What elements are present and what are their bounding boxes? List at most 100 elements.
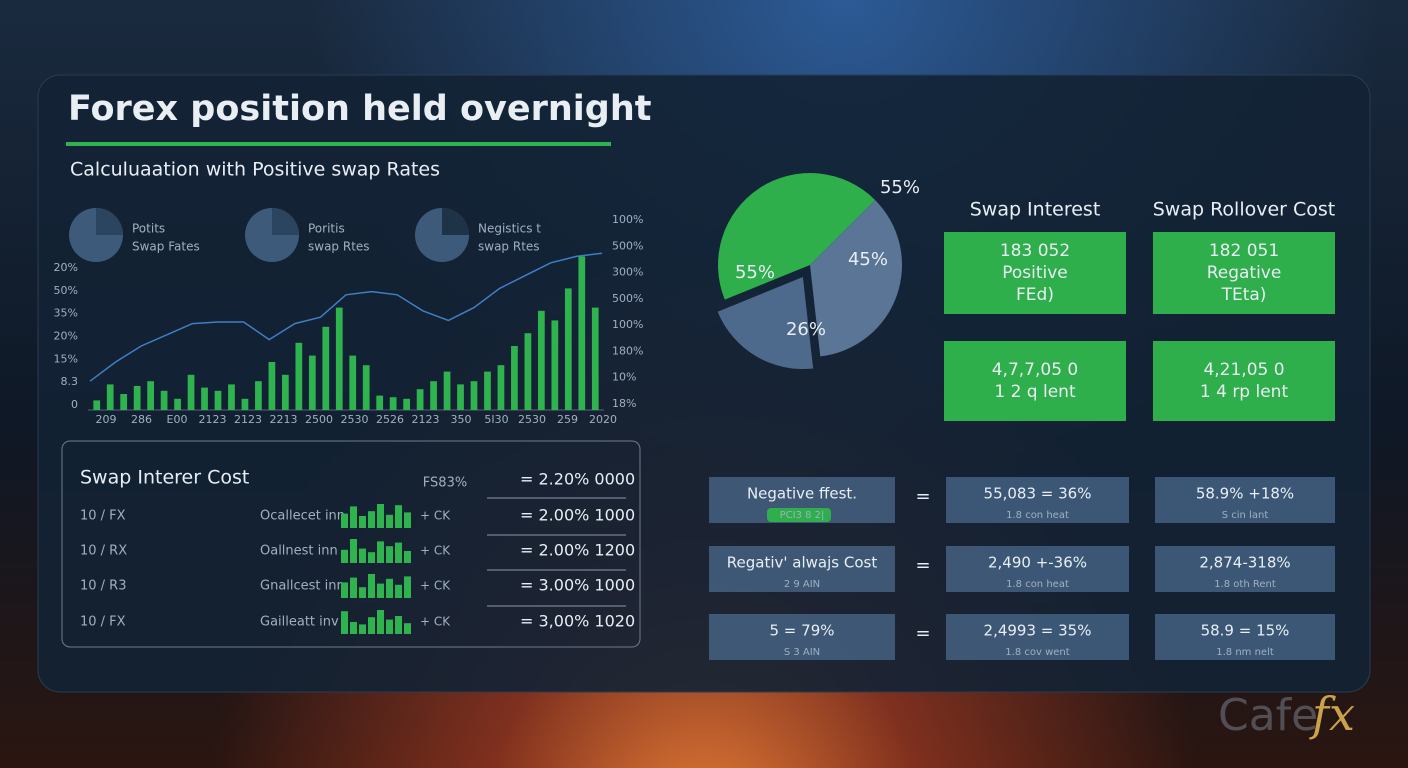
- x-tick-label: E00: [167, 413, 188, 426]
- spark-bar: [368, 511, 375, 528]
- table-cell: [1155, 614, 1335, 660]
- spark-bar: [404, 512, 411, 528]
- bar: [255, 381, 262, 410]
- y-tick-label: 15%: [54, 352, 78, 365]
- cell-sub: 1.8 con heat: [1006, 510, 1069, 521]
- card: [944, 341, 1126, 421]
- spark-bar: [395, 505, 402, 528]
- bar: [147, 381, 154, 410]
- table-cell: [946, 477, 1129, 523]
- left-table-header-amount: = 2.20% 0000: [520, 470, 635, 489]
- row-note: + CK: [420, 544, 451, 558]
- pie-label: 26%: [786, 319, 826, 340]
- bar: [376, 395, 384, 410]
- bar: [416, 389, 424, 410]
- bar: [133, 386, 141, 410]
- pie-label: 55%: [735, 262, 775, 283]
- x-tick-label: 2123: [199, 413, 227, 426]
- spark-bar: [395, 542, 402, 563]
- bar: [484, 371, 491, 410]
- x-tick-label: 209: [96, 413, 117, 426]
- y2-tick-label: 100%: [612, 318, 643, 331]
- bar: [511, 346, 518, 410]
- card-text: 1 2 q lent: [994, 382, 1076, 402]
- mini-pie-label: swap Rtes: [308, 240, 370, 254]
- cell-main: 58.9 = 15%: [1201, 622, 1290, 640]
- spark-bar: [341, 513, 348, 528]
- card-text: 182 051: [1209, 241, 1279, 261]
- card-text: Regative: [1207, 263, 1282, 283]
- bar: [282, 374, 289, 410]
- bar: [93, 400, 101, 410]
- spark-bar: [359, 624, 366, 634]
- spark-bar: [350, 539, 357, 563]
- row-text: Gailleatt inv: [260, 615, 339, 630]
- spark-bar: [341, 549, 348, 563]
- bar: [349, 355, 357, 410]
- title: Forex position held overnight: [68, 89, 651, 129]
- y2-tick-label: 300%: [612, 266, 643, 279]
- spark-bar: [341, 582, 348, 598]
- bar: [524, 333, 532, 410]
- y2-tick-label: 100%: [612, 213, 643, 226]
- table-cell: [709, 546, 895, 592]
- spark-bar: [359, 587, 366, 598]
- bar: [430, 381, 437, 410]
- x-tick-label: 259: [557, 413, 578, 426]
- mini-pie-label: swap Rtes: [478, 240, 540, 254]
- row-text: Gnallcest inr: [260, 579, 343, 594]
- line: [89, 252, 603, 382]
- table-cell: [946, 546, 1129, 592]
- y2-tick-label: 180%: [612, 344, 643, 357]
- y-tick-label: 35%: [54, 307, 78, 320]
- content: Potits Swap Fates Poritis swap Rtes Negistic…: [54, 173, 1355, 741]
- mini-pie-label: Potits: [132, 222, 165, 236]
- bar: [470, 381, 478, 410]
- y-tick-label: 50%: [54, 284, 78, 297]
- bar: [538, 310, 545, 410]
- pie-slice: [717, 277, 814, 370]
- bar: [443, 371, 451, 410]
- x-tick-label: 2530: [518, 413, 546, 426]
- x-tick-label: 2123: [234, 413, 262, 426]
- logo-accent: fx: [1309, 687, 1355, 741]
- card-text: 183 052: [1000, 241, 1070, 261]
- spark-bar: [377, 541, 384, 563]
- bar: [578, 256, 586, 410]
- card-text: 4,7,7,05 0: [992, 360, 1079, 380]
- cell-main: 2,490 +-36%: [988, 554, 1087, 572]
- logo-text: Cafe: [1218, 690, 1318, 741]
- cell-main: 2,874-318%: [1199, 554, 1290, 572]
- x-tick-label: 5I30: [484, 413, 508, 426]
- y2-tick-label: 10%: [612, 371, 636, 384]
- equals: =: [915, 486, 930, 507]
- y-tick-label: 8.3: [61, 375, 79, 388]
- spark-bar: [404, 551, 411, 563]
- y-tick-label: 0: [71, 398, 78, 411]
- cell-main: 5 = 79%: [770, 622, 835, 640]
- table-cell: [1155, 546, 1335, 592]
- row-text: Oallnest inn: [260, 544, 338, 559]
- panel: [37, 74, 1371, 693]
- row-note: + CK: [420, 579, 451, 593]
- row-amount: = 3,00% 1020: [520, 612, 635, 631]
- pie-slice: [810, 199, 902, 357]
- spark-bar: [350, 506, 357, 528]
- bar: [228, 384, 235, 410]
- bar: [322, 326, 330, 410]
- spark-bar: [368, 552, 375, 563]
- mini-pie-wedge: [442, 208, 469, 235]
- table-cell: [709, 614, 895, 660]
- cell-sub: S cin lant: [1222, 510, 1269, 521]
- cell-sub: 1.8 oth Rent: [1214, 579, 1276, 590]
- bar: [457, 384, 464, 410]
- row-amount: = 3.00% 1000: [520, 576, 635, 595]
- bar: [564, 288, 572, 410]
- spark-bar: [404, 576, 411, 598]
- row-text: Ocallecet inn: [260, 509, 345, 524]
- bar: [362, 365, 370, 410]
- title-underline: [66, 142, 611, 146]
- cell-sub: 1.8 con heat: [1006, 579, 1069, 590]
- bar: [551, 320, 559, 410]
